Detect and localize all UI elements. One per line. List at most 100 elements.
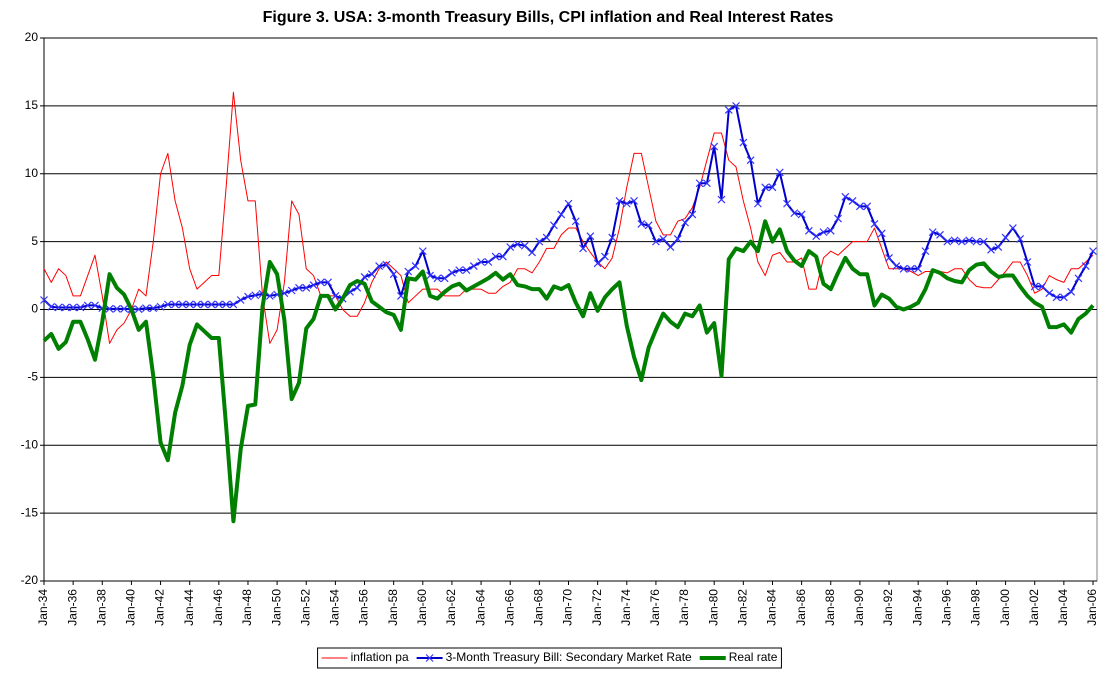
x-tick-label: Jan-44 (182, 589, 196, 626)
data-marker (630, 196, 638, 205)
data-marker (746, 156, 755, 165)
x-tick-label: Jan-90 (852, 589, 866, 626)
data-marker (47, 302, 56, 311)
data-marker (826, 226, 835, 235)
data-marker (848, 196, 857, 205)
data-marker (1052, 293, 1061, 302)
data-marker (979, 237, 988, 246)
data-marker (375, 262, 384, 270)
data-marker (899, 264, 908, 273)
data-marker (1081, 262, 1090, 270)
data-marker (163, 300, 172, 309)
data-marker (783, 199, 791, 208)
data-marker (535, 237, 544, 246)
data-marker (637, 220, 646, 228)
x-tick-label: Jan-92 (881, 589, 895, 626)
x-tick-label: Jan-06 (1085, 589, 1099, 626)
data-marker (324, 278, 333, 287)
data-marker (681, 218, 689, 227)
data-marker (994, 243, 1003, 251)
data-marker (440, 274, 449, 283)
data-marker (622, 199, 631, 208)
data-marker (688, 210, 697, 219)
data-marker (448, 268, 456, 277)
data-marker (819, 228, 828, 237)
data-marker (251, 291, 260, 300)
data-marker (506, 243, 515, 251)
data-marker (207, 300, 216, 309)
y-tick-label: -15 (21, 505, 39, 519)
data-marker (120, 304, 129, 313)
data-marker (149, 304, 158, 313)
legend-label: 3-Month Treasury Bill: Secondary Market … (446, 650, 692, 664)
data-marker (244, 292, 252, 301)
data-marker (1001, 233, 1010, 242)
data-marker (484, 258, 493, 266)
x-tick-label: Jan-70 (561, 589, 575, 626)
data-marker (287, 286, 296, 295)
data-marker (972, 237, 981, 246)
x-tick-label: Jan-42 (153, 589, 167, 626)
legend-marker (425, 654, 434, 662)
data-marker (236, 296, 245, 304)
data-marker (950, 236, 959, 245)
data-marker (185, 300, 194, 309)
data-marker (797, 210, 806, 219)
data-marker (200, 300, 209, 309)
data-marker (717, 195, 726, 204)
data-marker (775, 168, 784, 177)
x-tick-label: Jan-62 (444, 589, 458, 626)
data-marker (142, 304, 150, 313)
x-tick-label: Jan-84 (765, 589, 779, 626)
data-marker (520, 241, 529, 250)
data-marker (906, 264, 915, 273)
data-marker (870, 220, 879, 228)
data-marker (644, 221, 653, 230)
data-marker (710, 142, 719, 151)
data-marker (462, 266, 471, 275)
data-marker (1089, 247, 1097, 256)
data-marker (659, 234, 668, 243)
data-marker (1038, 282, 1046, 291)
y-tick-label: -20 (21, 573, 39, 587)
data-marker (615, 196, 624, 205)
x-tick-label: Jan-80 (706, 589, 720, 626)
x-tick-label: Jan-54 (328, 589, 342, 626)
data-marker (499, 252, 507, 261)
data-marker (921, 247, 930, 256)
data-marker (855, 202, 864, 211)
data-marker (411, 262, 420, 270)
data-marker (265, 292, 274, 300)
data-marker (491, 252, 500, 261)
x-tick-label: Jan-34 (36, 589, 50, 626)
x-tick-label: Jan-88 (823, 589, 837, 626)
data-marker (957, 237, 966, 246)
legend: inflation pa 3-Month Treasury Bill: Secon… (317, 647, 782, 669)
x-tick-label: Jan-60 (415, 589, 429, 626)
x-tick-label: Jan-48 (240, 589, 254, 626)
data-marker (1016, 234, 1025, 243)
data-marker (761, 183, 770, 192)
series-line (43, 91, 1094, 344)
data-marker (557, 210, 566, 219)
x-tick-label: Jan-46 (211, 589, 225, 626)
y-tick-label: 20 (25, 30, 39, 44)
data-marker (812, 232, 821, 241)
data-marker (426, 271, 435, 280)
data-marker (134, 305, 143, 314)
data-marker (1030, 282, 1039, 291)
y-tick-label: 10 (25, 166, 39, 180)
data-marker (360, 272, 369, 281)
x-tick-label: Jan-86 (794, 589, 808, 626)
x-tick-label: Jan-38 (94, 589, 108, 626)
data-marker (936, 230, 944, 239)
x-tick-label: Jan-04 (1056, 589, 1070, 626)
x-tick-label: Jan-36 (65, 589, 79, 626)
data-marker (841, 192, 850, 201)
series-line (42, 219, 1095, 524)
chart-title: Figure 3. USA: 3-month Treasury Bills, C… (263, 9, 834, 26)
x-tick-label: Jan-52 (298, 589, 312, 626)
data-marker (651, 237, 660, 246)
data-marker (564, 199, 573, 208)
